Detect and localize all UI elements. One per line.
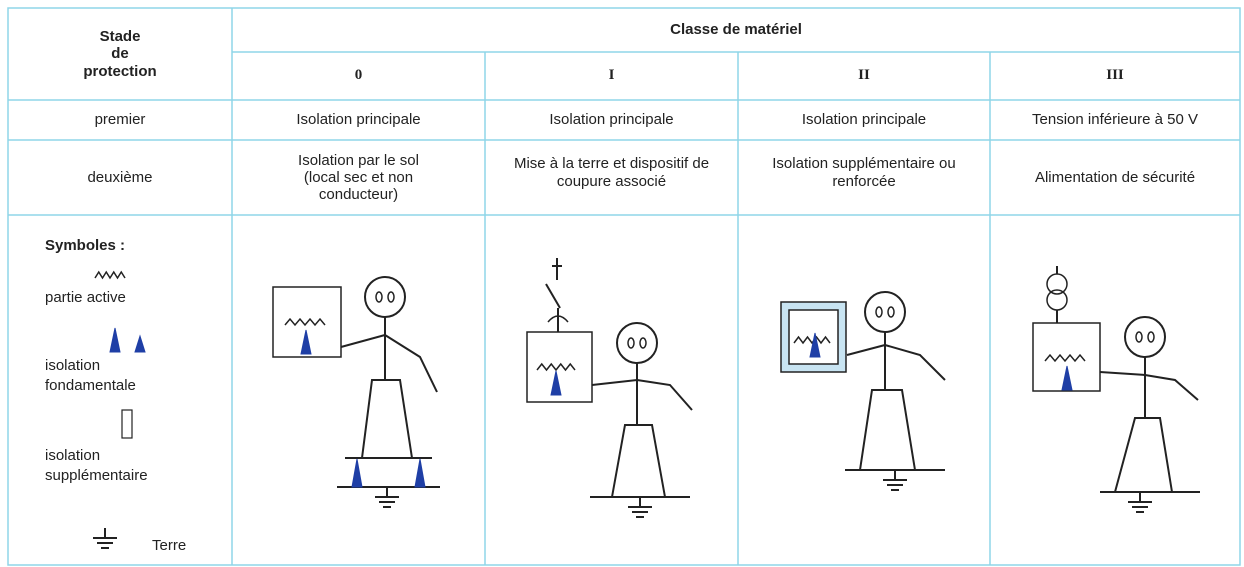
row-label: deuxième bbox=[87, 168, 153, 186]
active-part bbox=[284, 317, 326, 327]
stage-header: Stade de protection bbox=[8, 8, 232, 100]
eye bbox=[387, 291, 395, 303]
legend-title: Symboles : bbox=[45, 237, 126, 254]
cell: Isolation supplémentaire ou renforcée bbox=[772, 155, 956, 190]
eye bbox=[875, 306, 883, 318]
switch bbox=[545, 283, 561, 309]
row-label: premier bbox=[94, 111, 146, 129]
basic-insulation bbox=[351, 458, 363, 488]
active-part bbox=[94, 270, 126, 280]
active-part bbox=[793, 335, 831, 345]
class-header: I bbox=[608, 67, 615, 84]
arm bbox=[1144, 374, 1199, 401]
table-border bbox=[7, 7, 1241, 566]
cell: Isolation principale bbox=[549, 111, 674, 129]
eye bbox=[1135, 331, 1143, 343]
arm bbox=[384, 334, 438, 393]
active-part bbox=[1044, 353, 1086, 363]
cell: Isolation principale bbox=[296, 111, 421, 129]
active-part bbox=[536, 362, 576, 372]
arm bbox=[1099, 371, 1146, 376]
legs bbox=[361, 379, 413, 459]
basic-insulation bbox=[134, 334, 146, 353]
basic-insulation bbox=[809, 332, 821, 358]
cell: Isolation par le sol (local sec et non c… bbox=[298, 151, 419, 204]
header-line: Stade bbox=[99, 28, 141, 46]
basic-insulation bbox=[1061, 365, 1073, 391]
header-line: protection bbox=[83, 62, 157, 80]
transformer bbox=[1046, 289, 1068, 311]
arm bbox=[591, 379, 638, 386]
eye bbox=[627, 337, 635, 349]
cell: Isolation principale bbox=[801, 111, 927, 129]
head bbox=[864, 291, 906, 333]
supplementary-symbol bbox=[121, 409, 133, 439]
arm bbox=[846, 344, 886, 356]
legs bbox=[1114, 417, 1173, 493]
cell: Mise à la terre et dispositif de coupure… bbox=[513, 155, 710, 190]
head bbox=[364, 276, 406, 318]
head bbox=[616, 322, 658, 364]
eye bbox=[887, 306, 895, 318]
switch bbox=[547, 315, 569, 323]
legend-item: partie active bbox=[45, 289, 126, 306]
group-header: Classe de matériel bbox=[670, 21, 802, 39]
eye bbox=[1147, 331, 1155, 343]
basic-insulation bbox=[109, 327, 121, 353]
arm bbox=[884, 344, 946, 381]
legs bbox=[859, 389, 916, 471]
cell: Tension inférieure à 50 V bbox=[1032, 111, 1198, 129]
basic-insulation bbox=[550, 370, 562, 396]
cell: Alimentation de sécurité bbox=[1034, 168, 1196, 186]
class-header: 0 bbox=[354, 67, 363, 84]
legs bbox=[611, 424, 666, 498]
class-header: II bbox=[858, 67, 870, 84]
legend-item: isolation fondamentale bbox=[45, 357, 136, 394]
class-header: III bbox=[1106, 67, 1124, 84]
header-line: de bbox=[111, 45, 129, 63]
eye bbox=[639, 337, 647, 349]
eye bbox=[375, 291, 383, 303]
arm bbox=[340, 334, 386, 348]
legend-item: isolation supplémentaire bbox=[45, 447, 148, 484]
transformer bbox=[1046, 273, 1068, 295]
legend-item: Terre bbox=[152, 537, 187, 554]
basic-insulation bbox=[414, 458, 426, 488]
head bbox=[1124, 316, 1166, 358]
arm bbox=[636, 379, 693, 411]
basic-insulation bbox=[300, 329, 312, 355]
